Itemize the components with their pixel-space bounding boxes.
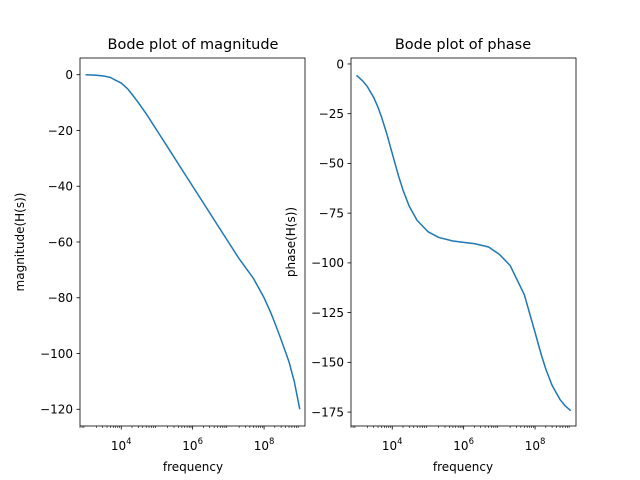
magnitude-series-line (85, 73, 301, 410)
magnitude-y-tick-label: −40 (48, 180, 73, 194)
phase-axes-frame (350, 57, 577, 427)
phase-series-line (356, 74, 572, 412)
magnitude-panel: Bode plot of magnitude 0 −20 −40 −60 −80 −100… (13, 37, 306, 474)
magnitude-y-label: magnitude(H(s)) (13, 193, 27, 292)
magnitude-y-tick-label: −120 (40, 403, 73, 417)
phase-x-tick-label: 104 (382, 437, 403, 453)
magnitude-axes-frame (79, 57, 306, 427)
magnitude-y-tick-label: 0 (65, 68, 73, 82)
magnitude-x-tick-label: 104 (111, 437, 132, 453)
magnitude-title: Bode plot of magnitude (108, 37, 279, 53)
phase-y-tick-label: −125 (311, 306, 344, 320)
phase-x-tick-label: 106 (453, 437, 474, 453)
phase-title: Bode plot of phase (395, 37, 531, 53)
magnitude-y-tick-label: −100 (40, 347, 73, 361)
magnitude-x-tick-label: 106 (182, 437, 203, 453)
magnitude-x-axis: 104 106 108 (79, 426, 299, 453)
magnitude-x-label: frequency (163, 460, 223, 474)
phase-y-tick-label: −175 (311, 405, 344, 419)
magnitude-y-tick-label: −60 (48, 235, 73, 249)
phase-y-label: phase(H(s)) (284, 207, 298, 277)
phase-x-tick-label: 108 (525, 437, 546, 453)
phase-y-tick-label: −150 (311, 356, 344, 370)
phase-y-tick-label: −50 (319, 157, 344, 171)
phase-x-label: frequency (433, 460, 493, 474)
phase-panel: Bode plot of phase 0 −25 −50 −75 −100 −125 −15… (284, 37, 577, 474)
phase-y-tick-label: −75 (319, 206, 344, 220)
phase-y-tick-label: −25 (319, 107, 344, 121)
magnitude-x-tick-label: 108 (254, 437, 275, 453)
phase-y-tick-label: −100 (311, 256, 344, 270)
phase-y-tick-label: 0 (336, 57, 344, 71)
magnitude-y-tick-label: −20 (48, 124, 73, 138)
phase-y-axis: 0 −25 −50 −75 −100 −125 −150 −175 (311, 57, 351, 419)
magnitude-y-tick-label: −80 (48, 291, 73, 305)
magnitude-y-axis: 0 −20 −40 −60 −80 −100 −120 (40, 68, 80, 417)
